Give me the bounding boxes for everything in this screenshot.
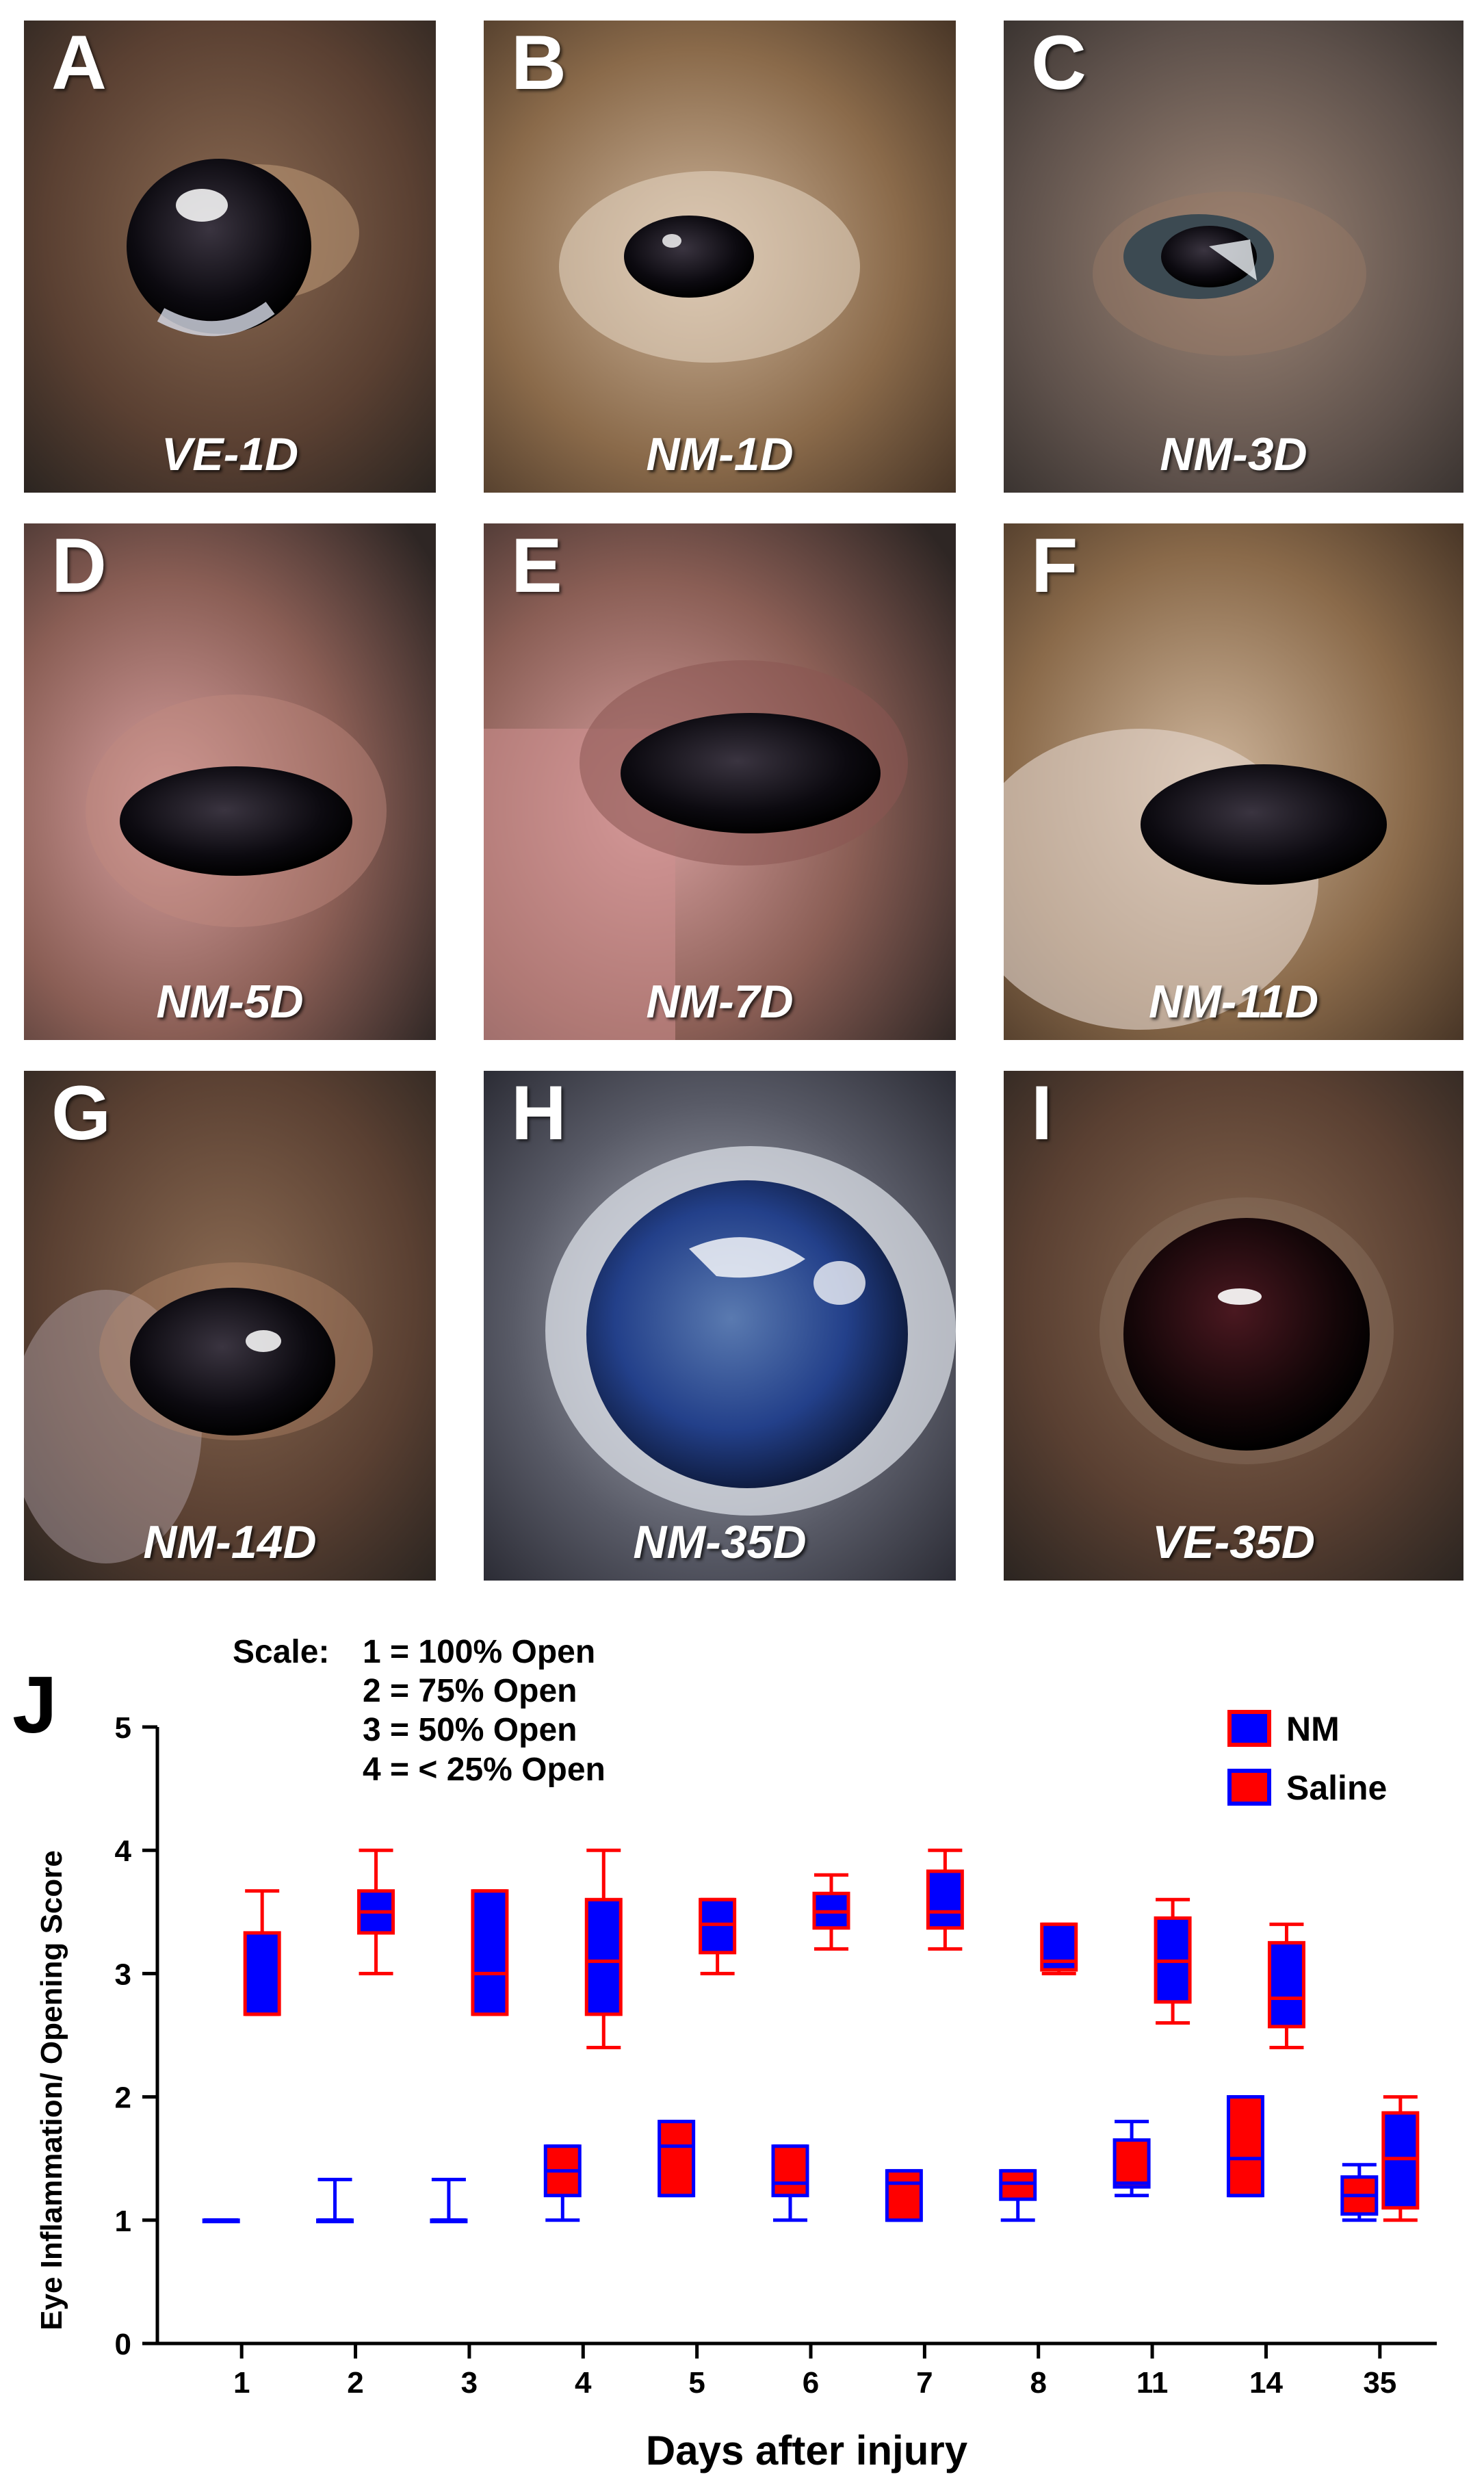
panel-caption: NM-1D — [646, 428, 794, 480]
panel-letter: I — [1031, 1071, 1053, 1156]
scale-line: 3 = 50% Open — [363, 1712, 577, 1748]
panel-d: D NM-5D — [24, 523, 436, 1040]
panel-c: C NM-3D — [1004, 21, 1463, 493]
x-tick-label: 35 — [1363, 2366, 1396, 2400]
box-nm — [243, 1931, 281, 2016]
eye-photo — [24, 1071, 436, 1581]
x-tick-label: 14 — [1249, 2366, 1283, 2400]
eye-photo — [484, 21, 956, 493]
panel-i: I VE-35D — [1004, 1071, 1463, 1581]
eye-photo — [484, 1071, 956, 1581]
box-nm — [926, 1869, 964, 1930]
eye-photo — [24, 21, 436, 493]
panel-e: E NM-7D — [484, 523, 956, 1040]
panel-letter: F — [1031, 523, 1078, 608]
x-tick-label: 6 — [803, 2366, 819, 2400]
panel-caption: NM-5D — [156, 976, 304, 1028]
panel-caption: NM-3D — [1160, 428, 1307, 480]
eye-photo — [1004, 1071, 1463, 1581]
y-tick-label: 4 — [115, 1834, 132, 1868]
x-tick-label: 1 — [233, 2366, 250, 2400]
panel-f: F NM-11D — [1004, 523, 1463, 1040]
box-saline — [999, 2169, 1037, 2201]
panel-letter-j: J — [12, 1660, 57, 1750]
scale-label: Scale: — [233, 1634, 329, 1670]
panel-caption: NM-7D — [646, 976, 794, 1028]
x-tick-label: 7 — [916, 2366, 933, 2400]
scale-line: 4 = < 25% Open — [363, 1752, 606, 1788]
panel-letter: D — [51, 523, 107, 608]
box-saline — [771, 2144, 809, 2198]
eye-photo — [24, 523, 436, 1040]
plot-area: 0 1 2 3 4 5 1 2 3 4 5 6 7 8 11 14 35 — [115, 1711, 1437, 2400]
box-nm — [584, 1897, 623, 2016]
y-axis-label: Eye Inflammation/ Opening Score — [35, 1850, 68, 2330]
panel-caption: NM-35D — [633, 1516, 807, 1568]
box-nm — [1267, 1940, 1305, 2029]
box-nm — [1381, 2111, 1420, 2210]
legend: NM Saline — [1227, 1710, 1387, 1807]
panel-letter: C — [1031, 21, 1086, 105]
box-saline — [885, 2169, 923, 2222]
y-tick-label: 0 — [115, 2328, 131, 2361]
x-tick-label: 11 — [1136, 2366, 1169, 2400]
scale-line: 2 = 75% Open — [363, 1673, 577, 1709]
panel-letter: G — [51, 1071, 112, 1156]
x-tick-label: 3 — [461, 2366, 478, 2400]
eye-photo — [1004, 21, 1463, 493]
scale-line: 1 = 100% Open — [363, 1634, 595, 1670]
panel-caption: NM-14D — [143, 1516, 317, 1568]
x-tick-label: 4 — [575, 2366, 592, 2400]
box-nm — [471, 1889, 509, 2016]
panel-caption: VE-1D — [161, 428, 299, 480]
x-axis-label: Days after injury — [646, 2428, 968, 2473]
panel-h: H NM-35D — [484, 1071, 956, 1581]
box-nm — [1040, 1922, 1078, 1972]
panel-b: B NM-1D — [484, 21, 956, 493]
y-tick-label: 3 — [115, 1958, 131, 1991]
panel-letter: B — [511, 21, 567, 105]
legend-swatch-saline — [1227, 1769, 1271, 1806]
box-saline — [1226, 2095, 1264, 2198]
box-nm — [699, 1897, 737, 1955]
y-tick-label: 5 — [115, 1711, 131, 1745]
legend-label-saline: Saline — [1286, 1769, 1387, 1807]
box-saline — [658, 2120, 696, 2198]
panel-a: A VE-1D — [24, 21, 436, 493]
x-tick-label: 2 — [347, 2366, 363, 2400]
panel-caption: VE-35D — [1151, 1516, 1316, 1568]
panel-letter: E — [511, 523, 562, 608]
box-saline — [1112, 2138, 1151, 2189]
eye-photo — [1004, 523, 1463, 1040]
y-tick-label: 1 — [115, 2205, 131, 2238]
y-tick-label: 2 — [115, 2081, 131, 2115]
x-tick-label: 5 — [688, 2366, 705, 2400]
panel-letter: A — [51, 21, 107, 105]
x-tick-label: 8 — [1030, 2366, 1046, 2400]
box-plot-chart: J Scale: 1 = 100% Open 2 = 75% Open 3 = … — [12, 1634, 1437, 2473]
eye-photo — [484, 523, 956, 1040]
legend-swatch-nm — [1227, 1710, 1271, 1747]
legend-label-nm: NM — [1286, 1710, 1340, 1748]
panel-caption: NM-11D — [1148, 976, 1319, 1028]
panel-g: G NM-14D — [24, 1071, 436, 1581]
panel-letter: H — [511, 1071, 567, 1156]
